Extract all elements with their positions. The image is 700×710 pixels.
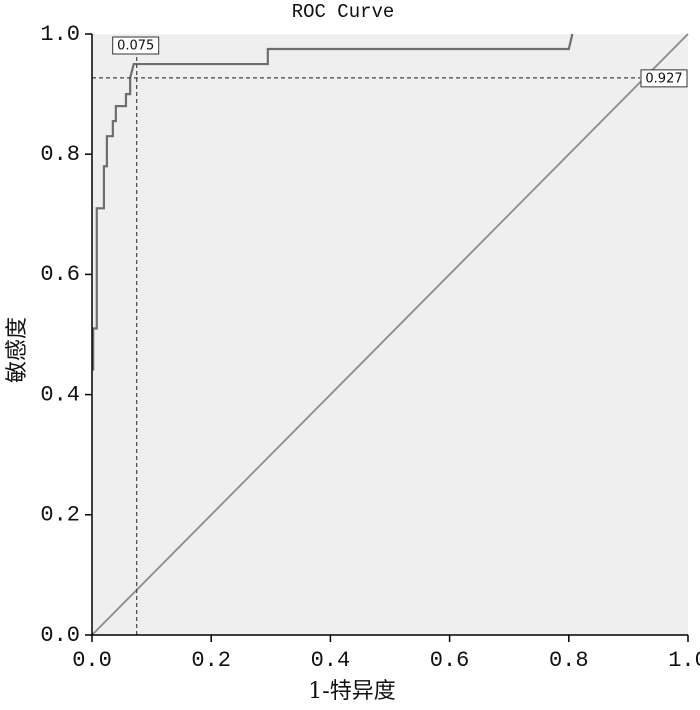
x-tick-label: 0.8 (549, 648, 589, 673)
x-tick-label: 0.2 (191, 648, 231, 673)
line (91, 33, 689, 636)
y-axis-label: 敏感度 (5, 317, 30, 383)
x-tick-label: 1.0 (668, 648, 700, 673)
y-tick-label: 0.8 (40, 142, 80, 167)
y-tick-label: 0.0 (40, 623, 80, 648)
y-tick-label: 0.4 (40, 382, 80, 407)
x-tick-label: 0.6 (430, 648, 470, 673)
y-tick-label: 0.2 (40, 503, 80, 528)
line (92, 33, 574, 371)
x-axis-label: 1-特异度 (308, 679, 395, 704)
cutoff-x-label: 0.075 (117, 39, 154, 54)
y-tick-label: 0.6 (40, 262, 80, 287)
cutoff-y-label: 0.927 (645, 71, 682, 86)
x-tick-label: 0.4 (311, 648, 351, 673)
label-box (112, 36, 160, 55)
label-box (640, 69, 688, 88)
chart-title: ROC Curve (292, 1, 395, 23)
y-tick-label: 1.0 (40, 22, 80, 47)
x-tick-label: 0.0 (72, 648, 112, 673)
